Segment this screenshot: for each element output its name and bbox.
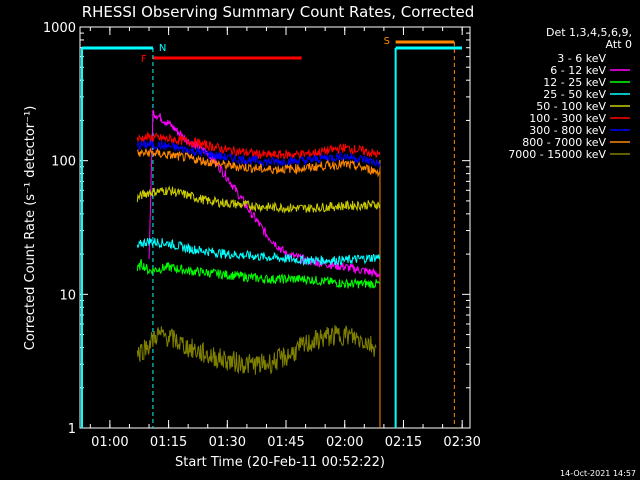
- series-line-3: [136, 237, 381, 266]
- x-tick-label: 01:30: [209, 435, 246, 450]
- series-line-4: [136, 185, 381, 214]
- x-tick-label: 02:15: [385, 435, 422, 450]
- plot-area: 1 10 100 1000 01:00 01:15 01:30 01:45 02:00 02:15…: [43, 21, 481, 450]
- legend-header: Att 0: [606, 38, 632, 51]
- plot-frame: [79, 26, 471, 429]
- flare-flag-label: F: [141, 54, 147, 65]
- x-axis-label: Start Time (20-Feb-11 00:52:22): [175, 455, 385, 470]
- saa-flag-label: S: [384, 36, 390, 47]
- chart-title: RHESSI Observing Summary Count Rates, Co…: [82, 3, 475, 21]
- x-tick-label: 02:30: [443, 435, 480, 450]
- series-line-7: [136, 147, 381, 178]
- y-tick-label: 100: [51, 155, 76, 170]
- x-tick-label: 02:00: [326, 435, 363, 450]
- series-line-2: [136, 258, 381, 289]
- legend-label: 25 - 50 keV: [543, 88, 606, 101]
- x-tick-label: 01:45: [267, 435, 304, 450]
- series-line-8: [136, 325, 377, 376]
- legend-label: 800 - 7000 keV: [522, 136, 606, 149]
- legend-label: 6 - 12 keV: [550, 64, 606, 77]
- y-tick-label: 10: [59, 288, 76, 303]
- legend-label: 12 - 25 keV: [543, 76, 606, 89]
- legend-label: 100 - 300 keV: [529, 112, 606, 125]
- legend-label: 7000 - 15000 keV: [508, 148, 606, 161]
- series-line-6: [136, 138, 381, 168]
- series-line-5: [136, 131, 381, 160]
- legend-label: 50 - 100 keV: [536, 100, 606, 113]
- footer-date: 14-Oct-2021 14:57: [560, 469, 636, 478]
- night-flag-label: N: [159, 43, 166, 54]
- legend-header: Det 1,3,4,5,6,9,: [546, 26, 632, 39]
- series-line-1: [148, 109, 381, 279]
- legend-label: 300 - 800 keV: [529, 124, 606, 137]
- x-tick-label: 01:00: [91, 435, 128, 450]
- legend-label: 3 - 6 keV: [557, 52, 606, 65]
- series-line-0: [148, 118, 377, 312]
- y-axis-label: Corrected Count Rate (s⁻¹ detector⁻¹): [23, 106, 38, 351]
- x-tick-label: 01:15: [150, 435, 187, 450]
- y-tick-label: 1000: [43, 21, 76, 36]
- y-tick-label: 1: [68, 422, 76, 437]
